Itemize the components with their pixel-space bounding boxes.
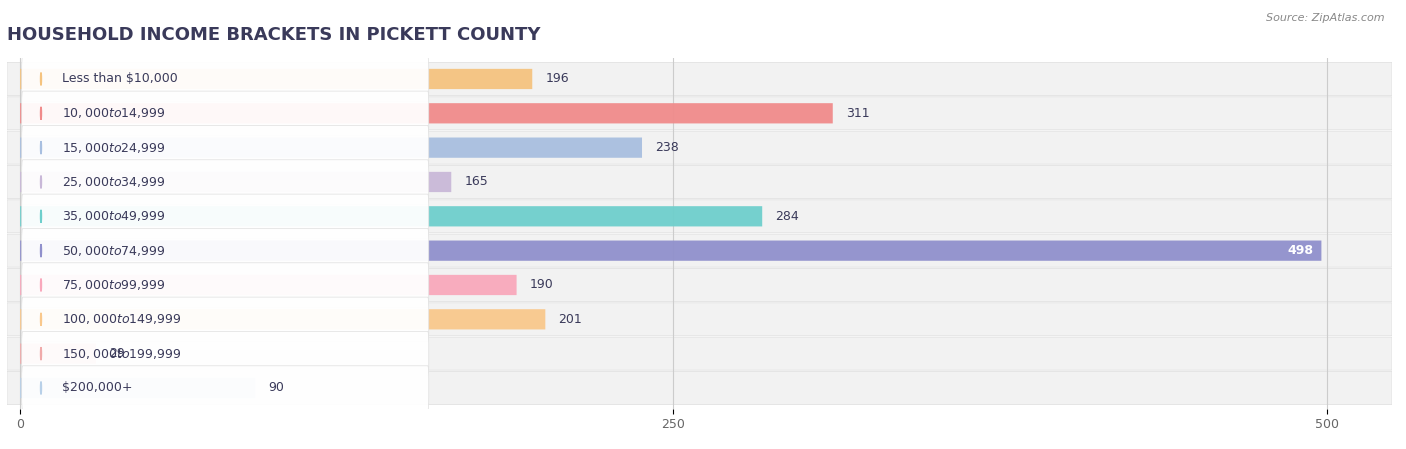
FancyBboxPatch shape bbox=[20, 275, 516, 295]
FancyBboxPatch shape bbox=[21, 366, 429, 410]
FancyBboxPatch shape bbox=[21, 297, 429, 342]
FancyBboxPatch shape bbox=[7, 166, 1392, 198]
Text: 190: 190 bbox=[530, 278, 554, 291]
Text: 238: 238 bbox=[655, 141, 679, 154]
Text: $150,000 to $199,999: $150,000 to $199,999 bbox=[62, 347, 181, 361]
Text: 196: 196 bbox=[546, 72, 569, 85]
FancyBboxPatch shape bbox=[20, 309, 546, 330]
Text: $50,000 to $74,999: $50,000 to $74,999 bbox=[62, 244, 166, 258]
FancyBboxPatch shape bbox=[7, 200, 1392, 233]
Text: 165: 165 bbox=[464, 176, 488, 189]
FancyBboxPatch shape bbox=[21, 160, 429, 204]
FancyBboxPatch shape bbox=[21, 194, 429, 238]
FancyBboxPatch shape bbox=[21, 91, 429, 136]
FancyBboxPatch shape bbox=[20, 343, 96, 364]
FancyBboxPatch shape bbox=[21, 57, 429, 101]
FancyBboxPatch shape bbox=[20, 137, 643, 158]
FancyBboxPatch shape bbox=[7, 62, 1392, 96]
FancyBboxPatch shape bbox=[7, 303, 1392, 336]
Text: $25,000 to $34,999: $25,000 to $34,999 bbox=[62, 175, 166, 189]
Text: 90: 90 bbox=[269, 382, 284, 395]
FancyBboxPatch shape bbox=[20, 172, 451, 192]
Text: $75,000 to $99,999: $75,000 to $99,999 bbox=[62, 278, 166, 292]
FancyBboxPatch shape bbox=[7, 269, 1392, 301]
FancyBboxPatch shape bbox=[7, 337, 1392, 370]
FancyBboxPatch shape bbox=[20, 378, 256, 398]
FancyBboxPatch shape bbox=[21, 125, 429, 170]
FancyBboxPatch shape bbox=[20, 69, 533, 89]
Text: 311: 311 bbox=[846, 107, 869, 120]
Text: $100,000 to $149,999: $100,000 to $149,999 bbox=[62, 313, 181, 326]
Text: 498: 498 bbox=[1288, 244, 1313, 257]
Text: Source: ZipAtlas.com: Source: ZipAtlas.com bbox=[1267, 13, 1385, 23]
FancyBboxPatch shape bbox=[21, 331, 429, 376]
Text: $200,000+: $200,000+ bbox=[62, 382, 132, 395]
Text: HOUSEHOLD INCOME BRACKETS IN PICKETT COUNTY: HOUSEHOLD INCOME BRACKETS IN PICKETT COU… bbox=[7, 26, 540, 44]
FancyBboxPatch shape bbox=[21, 263, 429, 307]
FancyBboxPatch shape bbox=[7, 234, 1392, 267]
FancyBboxPatch shape bbox=[20, 241, 1322, 261]
Text: $35,000 to $49,999: $35,000 to $49,999 bbox=[62, 209, 166, 223]
Text: 284: 284 bbox=[775, 210, 799, 223]
FancyBboxPatch shape bbox=[7, 131, 1392, 164]
Text: 29: 29 bbox=[108, 347, 125, 360]
FancyBboxPatch shape bbox=[7, 371, 1392, 405]
FancyBboxPatch shape bbox=[21, 229, 429, 273]
Text: Less than $10,000: Less than $10,000 bbox=[62, 72, 177, 85]
Text: $10,000 to $14,999: $10,000 to $14,999 bbox=[62, 106, 166, 120]
Text: 201: 201 bbox=[558, 313, 582, 326]
FancyBboxPatch shape bbox=[7, 97, 1392, 130]
Text: $15,000 to $24,999: $15,000 to $24,999 bbox=[62, 141, 166, 154]
FancyBboxPatch shape bbox=[20, 103, 832, 123]
FancyBboxPatch shape bbox=[20, 206, 762, 226]
